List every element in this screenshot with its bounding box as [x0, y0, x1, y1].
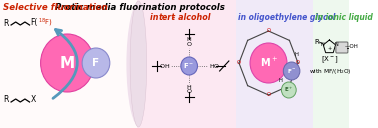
Text: E$^+$: E$^+$ [284, 86, 294, 94]
Text: H: H [209, 63, 214, 68]
Text: O: O [187, 42, 192, 47]
Text: tert: tert [159, 13, 176, 22]
Text: O: O [237, 61, 241, 66]
Text: H: H [279, 78, 282, 83]
Circle shape [82, 48, 110, 78]
Text: F(: F( [31, 19, 38, 28]
Text: N: N [335, 42, 338, 47]
Ellipse shape [126, 0, 154, 128]
FancyBboxPatch shape [313, 0, 349, 128]
Circle shape [283, 62, 300, 80]
Text: M$^+$: M$^+$ [260, 55, 277, 69]
Text: [X$^-$]: [X$^-$] [321, 55, 339, 65]
Text: F$^-$: F$^-$ [287, 67, 296, 75]
Text: in ionic liquid: in ionic liquid [314, 13, 373, 22]
FancyBboxPatch shape [236, 0, 313, 128]
Text: O: O [159, 63, 164, 68]
Circle shape [40, 34, 94, 92]
Text: —OH: —OH [345, 45, 359, 50]
Text: X: X [31, 95, 36, 104]
Text: $^{18}$F): $^{18}$F) [38, 17, 53, 29]
FancyBboxPatch shape [336, 42, 348, 53]
FancyBboxPatch shape [0, 0, 140, 128]
Text: - alcohol: - alcohol [172, 13, 210, 22]
Circle shape [282, 82, 296, 98]
Text: R: R [4, 19, 9, 28]
Text: M: M [60, 56, 75, 71]
Text: O: O [187, 89, 192, 94]
Text: O: O [266, 29, 271, 34]
Text: O: O [296, 61, 300, 66]
Ellipse shape [130, 1, 147, 127]
Circle shape [250, 43, 287, 83]
Text: N: N [321, 42, 324, 47]
Text: R: R [314, 39, 319, 45]
Text: H: H [187, 85, 192, 90]
Text: Selective fluorination: Selective fluorination [3, 3, 108, 12]
FancyArrowPatch shape [53, 29, 77, 98]
Text: Protic media fluorination protocols: Protic media fluorination protocols [55, 3, 225, 12]
Text: F$^-$: F$^-$ [183, 61, 195, 71]
Text: with MF/(H$_2$O): with MF/(H$_2$O) [309, 67, 352, 77]
FancyBboxPatch shape [136, 0, 236, 128]
Text: O: O [266, 93, 271, 98]
Text: H: H [187, 37, 192, 42]
Text: in: in [150, 13, 162, 22]
Text: +: + [327, 45, 332, 51]
Text: R: R [4, 95, 9, 104]
Text: O: O [213, 63, 218, 68]
Text: in oligoethylene glycol: in oligoethylene glycol [238, 13, 335, 22]
Text: F: F [92, 58, 99, 68]
Circle shape [181, 57, 197, 75]
Text: H: H [294, 51, 298, 56]
Text: H: H [164, 63, 169, 68]
